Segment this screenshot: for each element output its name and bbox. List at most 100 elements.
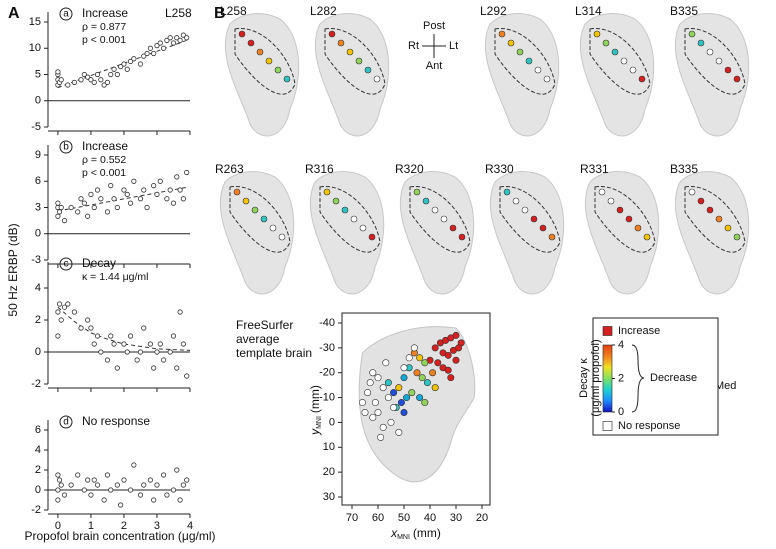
y-tick-label: -40 <box>319 317 335 329</box>
brain-surface <box>219 171 295 295</box>
data-point <box>141 482 147 488</box>
data-point <box>127 200 134 206</box>
x-tick-label: 4 <box>187 520 193 532</box>
electrode-point <box>364 389 372 397</box>
brain-surface <box>484 13 560 137</box>
brain-surface <box>314 13 390 137</box>
x-tick-label: 40 <box>424 512 436 524</box>
electrode <box>512 197 520 205</box>
annotation: ρ = 0.552 <box>82 154 126 166</box>
region-outline <box>234 28 296 95</box>
compass-label: Rt <box>408 40 419 52</box>
brace <box>631 344 645 413</box>
data-point <box>56 301 63 307</box>
electrode <box>233 188 241 196</box>
y-tick-label: 0 <box>35 346 41 358</box>
data-point <box>180 341 186 347</box>
electrode <box>715 57 723 65</box>
data-point <box>124 349 130 355</box>
electrode <box>350 215 358 223</box>
electrode <box>449 224 457 232</box>
data-point <box>55 213 61 219</box>
brain-label: R331 <box>580 162 609 176</box>
data-point <box>137 196 144 202</box>
electrode-point <box>384 379 392 387</box>
data-point <box>164 37 170 43</box>
data-point <box>151 365 157 371</box>
electrode-point <box>377 433 385 441</box>
data-point <box>157 341 163 347</box>
data-point <box>167 35 173 41</box>
data-point <box>111 196 117 202</box>
y-tick-label: 10 <box>29 42 41 54</box>
electrode <box>274 66 282 74</box>
y-axis-label-var: y <box>308 428 322 436</box>
electrode <box>516 48 524 56</box>
brain-surface <box>584 171 660 295</box>
x-tick-label: 70 <box>346 512 358 524</box>
data-point <box>81 71 87 78</box>
x-tick-label: 50 <box>398 512 410 524</box>
data-point <box>177 37 183 43</box>
data-point <box>71 309 78 315</box>
marker-circle <box>59 257 73 271</box>
x-axis-label-unit: (mm) <box>413 526 441 540</box>
y-tick-label: 0 <box>35 95 41 107</box>
data-point <box>78 325 84 331</box>
data-point <box>58 317 64 323</box>
y-tick-label: 4 <box>35 282 41 294</box>
data-point <box>144 50 150 57</box>
electrode-point <box>408 389 416 397</box>
data-point <box>104 472 111 478</box>
electrode <box>733 75 741 83</box>
x-tick-label: 20 <box>476 512 488 524</box>
data-point <box>164 492 170 498</box>
x-axis-label-var: x <box>390 526 398 540</box>
brain-label: L314 <box>575 4 602 18</box>
data-point <box>121 477 127 483</box>
electrode-point <box>421 359 429 367</box>
electrode <box>364 66 372 74</box>
electrode-point <box>371 399 379 407</box>
legend-label: No response <box>618 420 680 432</box>
data-point <box>180 32 186 38</box>
electrode <box>283 75 291 83</box>
y-tick-label: 0 <box>35 484 41 496</box>
brain-surface <box>224 13 300 137</box>
brain-label: B335 <box>670 162 698 176</box>
panel-label: B <box>214 5 226 22</box>
data-point <box>151 497 157 503</box>
y-tick-label: -3 <box>31 254 41 266</box>
data-point <box>114 482 120 488</box>
electrode <box>539 224 547 232</box>
data-point <box>91 477 97 483</box>
colorbar-tick-label: 0 <box>618 406 624 418</box>
legend-label: Decrease <box>650 372 697 384</box>
data-point <box>85 74 91 80</box>
brain-label: R320 <box>395 162 424 176</box>
data-point <box>184 373 190 379</box>
electrode-point <box>358 399 366 407</box>
data-point <box>144 204 150 211</box>
data-point <box>61 304 68 310</box>
region-outline <box>499 186 561 253</box>
electrode <box>251 206 259 214</box>
electrode <box>247 39 255 47</box>
data-point <box>127 487 134 493</box>
data-point <box>58 77 64 83</box>
brain-surface <box>579 13 655 137</box>
data-point <box>114 71 120 78</box>
data-point <box>104 209 111 215</box>
electrode-point <box>366 379 374 387</box>
electrode <box>521 206 529 214</box>
brain-surface <box>309 171 385 295</box>
data-point <box>61 218 68 224</box>
x-axis-label-sub: MNI <box>397 534 410 541</box>
data-point <box>88 77 94 83</box>
data-point <box>154 43 160 49</box>
electrode <box>706 48 714 56</box>
compass-label: Post <box>423 20 445 32</box>
data-point <box>157 40 163 46</box>
data-point <box>170 487 177 493</box>
